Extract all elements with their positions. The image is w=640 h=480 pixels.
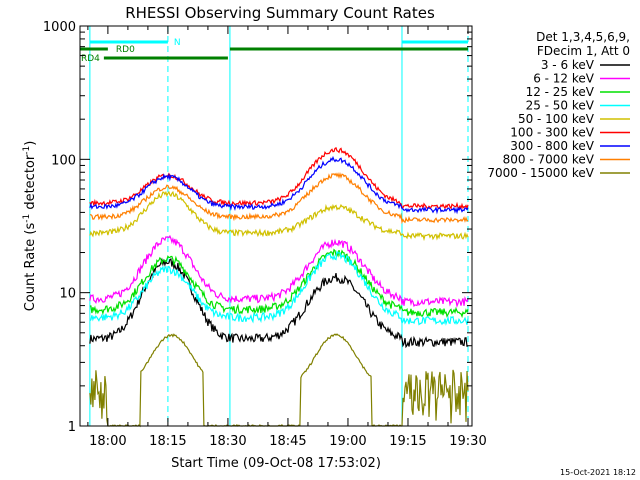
y-axis-label: Count Rate (s-1 detector-1) [22,141,38,312]
legend-header-line-1: Det 1,3,4,5,6,9, [536,30,630,44]
y-tick-label-2: 100 [51,153,76,168]
x-tick-label-3: 18:45 [269,434,306,449]
y-axis-label-sup1: -1 [22,214,32,223]
flag-label-rd0: RD0 [116,45,135,55]
y-axis-label-mid: detector [23,154,38,214]
y-tick-label-3: 1000 [43,20,76,35]
y-tick-label-1: 10 [59,287,76,302]
legend-label-2: 12 - 25 keV [526,85,595,99]
series-trace-7 [89,171,469,225]
legend-label-8: 7000 - 15000 keV [487,166,594,180]
y-tick-label-0: 1 [68,420,76,435]
chart-title: RHESSI Observing Summary Count Rates [125,4,435,22]
legend-label-4: 50 - 100 keV [518,112,595,126]
x-axis-label: Start Time (09-Oct-08 17:53:02) [171,456,381,471]
legend-label-6: 300 - 800 keV [510,139,594,153]
x-tick-label-2: 18:30 [209,434,246,449]
x-tick-label-5: 19:15 [389,434,426,449]
y-axis-label-sup2: -1 [22,146,32,155]
x-tick-label-0: 18:00 [89,434,126,449]
x-tick-label-1: 18:15 [149,434,186,449]
y-axis-label-main: Count Rate (s [23,223,38,312]
series-trace-8 [89,333,469,428]
legend-label-3: 25 - 50 keV [526,99,595,113]
legend-label-7: 800 - 7000 keV [503,153,595,167]
x-tick-label-6: 19:30 [449,434,486,449]
x-tick-label-4: 19:00 [329,434,366,449]
flag-label-n: N [174,38,181,48]
series-trace-1 [89,234,469,309]
series-trace-5 [89,147,469,211]
plot-frame [79,25,473,427]
series-trace-6 [89,155,469,215]
y-axis-label-end: ) [23,141,38,146]
render-timestamp: 15-Oct-2021 18:12 [560,468,636,477]
legend-label-1: 6 - 12 keV [533,72,595,86]
flag-label-rd4: RD4 [81,54,100,64]
legend: Det 1,3,4,5,6,9, FDecim 1, Att 0 3 - 6 k… [487,30,630,180]
legend-header-line-2: FDecim 1, Att 0 [537,44,630,58]
legend-label-0: 3 - 6 keV [541,58,595,72]
series-trace-3 [89,250,469,326]
legend-label-5: 100 - 300 keV [510,126,594,140]
series-trace-4 [89,190,469,242]
series-trace-2 [89,248,469,319]
